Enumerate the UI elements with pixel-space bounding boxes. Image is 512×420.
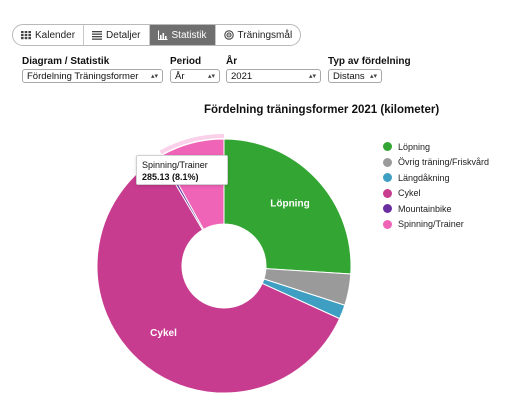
slice-label: Löpning	[270, 199, 309, 210]
chart-title: Fördelning träningsformer 2021 (kilomete…	[204, 104, 440, 116]
tab-traningsmal[interactable]: Träningsmål	[216, 25, 301, 45]
pie-slice[interactable]	[223, 138, 352, 275]
chevron-updown-icon: ▴▾	[369, 73, 377, 80]
chevron-updown-icon: ▴▾	[207, 73, 215, 80]
legend-swatch	[383, 173, 392, 183]
year-label: År	[226, 56, 238, 67]
period-control: Period År ▴▾	[170, 56, 220, 83]
legend-swatch	[383, 188, 392, 198]
year-control: År 2021 ▴▾	[226, 56, 321, 83]
legend-label: Mountainbike	[398, 203, 452, 214]
legend-swatch	[383, 157, 392, 167]
legend-item[interactable]: Löpning	[383, 139, 489, 155]
year-select-value: 2021	[231, 70, 253, 82]
legend-swatch	[383, 204, 392, 214]
tab-label: Detaljer	[106, 29, 141, 41]
chevron-updown-icon: ▴▾	[150, 73, 158, 80]
view-tabs: Kalender Detaljer Statistik Träningsmål	[12, 24, 302, 46]
pie-slice[interactable]	[96, 156, 341, 394]
distribution-label: Typ av fördelning	[328, 56, 411, 67]
bar-chart-icon	[157, 30, 168, 40]
tooltip-value: 285.13 (8.1%)	[142, 172, 199, 182]
legend-swatch	[383, 219, 392, 229]
chart-legend: Löpning Övrig träning/Friskvård Längdåknin…	[383, 139, 489, 232]
tooltip-name: Spinning/Trainer	[142, 160, 208, 170]
tab-kalender[interactable]: Kalender	[13, 25, 85, 45]
tab-detaljer[interactable]: Detaljer	[84, 25, 150, 45]
distribution-select-value: Distans	[333, 70, 365, 82]
legend-label: Längdåkning	[398, 172, 450, 183]
legend-label: Övrig träning/Friskvård	[398, 157, 490, 168]
calendar-icon	[21, 30, 31, 40]
pie-slice-hover-halo	[159, 134, 224, 155]
diagram-label: Diagram / Statistik	[22, 56, 110, 67]
legend-label: Spinning/Trainer	[398, 219, 464, 230]
diagram-select-value: Fördelning Träningsformer	[27, 70, 139, 82]
list-icon	[92, 30, 103, 40]
period-select[interactable]: År ▴▾	[170, 69, 220, 83]
slice-label: Cykel	[150, 328, 177, 339]
tab-label: Statistik	[171, 29, 207, 41]
legend-label: Cykel	[398, 188, 421, 199]
year-select[interactable]: 2021 ▴▾	[226, 69, 321, 83]
chart-tooltip: Spinning/Trainer 285.13 (8.1%)	[136, 155, 228, 185]
distribution-select[interactable]: Distans ▴▾	[328, 69, 382, 83]
tab-statistik[interactable]: Statistik	[149, 25, 216, 45]
diagram-control: Diagram / Statistik Fördelning Träningsf…	[22, 56, 163, 83]
legend-item[interactable]: Spinning/Trainer	[383, 217, 489, 233]
period-select-value: År	[175, 70, 185, 82]
target-icon	[223, 30, 234, 40]
legend-item[interactable]: Cykel	[383, 186, 489, 202]
chevron-updown-icon: ▴▾	[308, 73, 316, 80]
legend-item[interactable]: Mountainbike	[383, 201, 489, 217]
legend-item[interactable]: Övrig träning/Friskvård	[383, 155, 489, 171]
legend-item[interactable]: Längdåkning	[383, 170, 489, 186]
distribution-control: Typ av fördelning Distans ▴▾	[328, 56, 411, 83]
legend-swatch	[383, 142, 392, 152]
period-label: Period	[170, 56, 202, 67]
diagram-select[interactable]: Fördelning Träningsformer ▴▾	[22, 69, 163, 83]
tab-label: Kalender	[35, 29, 76, 41]
tab-label: Träningsmål	[237, 29, 293, 41]
legend-label: Löpning	[398, 141, 431, 152]
